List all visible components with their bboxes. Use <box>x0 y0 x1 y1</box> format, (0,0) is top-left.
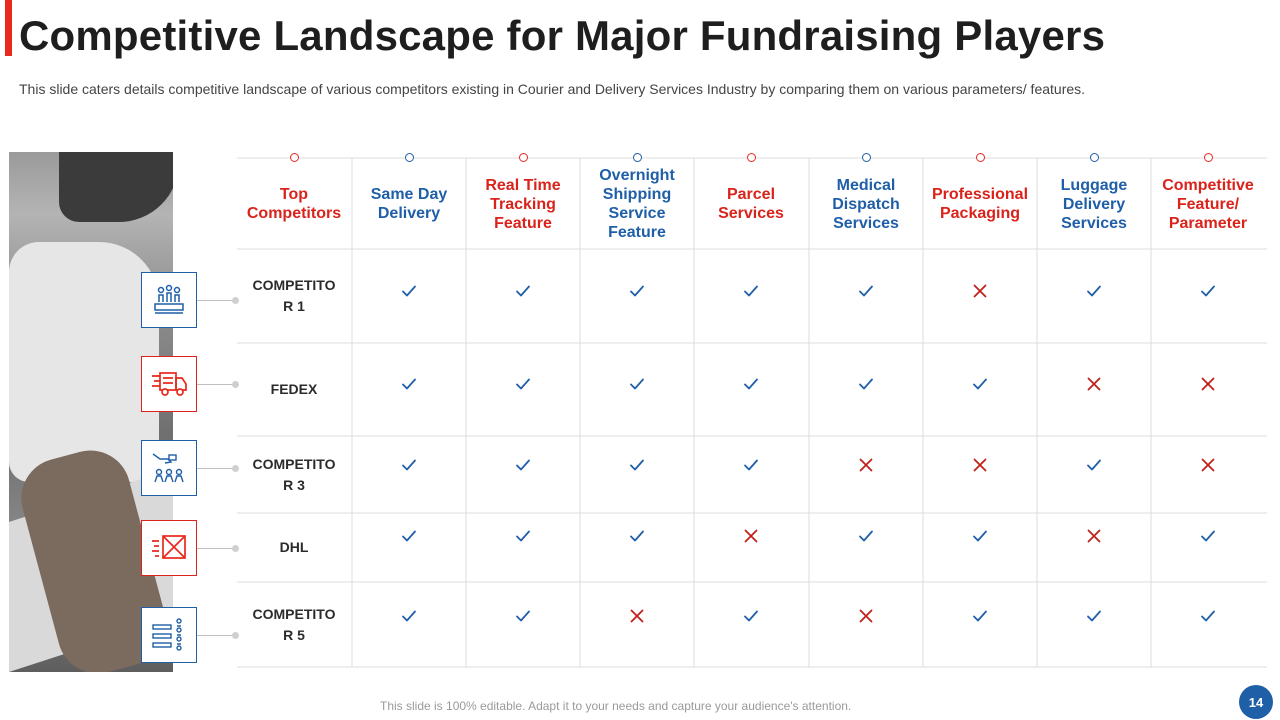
check-icon <box>1085 456 1103 474</box>
column-header: Professional Packaging <box>931 186 1029 222</box>
connector-line <box>197 300 237 301</box>
delivery-truck-icon <box>141 356 197 412</box>
row-label: FEDEX <box>237 343 351 436</box>
check-icon <box>742 375 760 393</box>
connector-dot <box>232 545 239 552</box>
row-label-text: COMPETITOR 1 <box>252 277 336 314</box>
cross-icon <box>742 527 760 545</box>
page-number: 14 <box>1239 685 1273 719</box>
title-accent-bar <box>5 0 12 56</box>
org-chart-icon <box>141 607 197 663</box>
check-icon <box>857 282 875 300</box>
header-dot <box>289 153 299 162</box>
check-icon <box>400 282 418 300</box>
column-header: Overnight Shipping Service Feature <box>599 167 675 241</box>
check-icon <box>971 527 989 545</box>
check-icon <box>628 375 646 393</box>
check-icon <box>1199 527 1217 545</box>
check-icon <box>628 456 646 474</box>
row-label: DHL <box>237 513 351 582</box>
check-icon <box>857 375 875 393</box>
connector-line <box>197 548 237 549</box>
check-icon <box>1199 607 1217 625</box>
row-label: COMPETITOR 3 <box>237 436 351 513</box>
check-icon <box>742 456 760 474</box>
cross-icon <box>971 456 989 474</box>
check-icon <box>400 375 418 393</box>
cross-icon <box>1085 527 1103 545</box>
row-label-text: COMPETITOR 3 <box>252 455 336 493</box>
column-header: Top Competitors <box>246 186 342 222</box>
header-dot <box>404 153 414 162</box>
row-label: COMPETITOR 1 <box>237 249 351 343</box>
header-dot <box>975 153 985 162</box>
check-icon <box>514 527 532 545</box>
check-icon <box>514 456 532 474</box>
cross-icon <box>857 607 875 625</box>
slide-subtitle: This slide caters details competitive la… <box>19 81 1086 97</box>
check-icon <box>742 607 760 625</box>
delivery-worker-photo <box>9 152 173 672</box>
check-icon <box>514 282 532 300</box>
column-header: Competitive Feature/ Parameter <box>1162 176 1254 232</box>
check-icon <box>1085 282 1103 300</box>
slide-title: Competitive Landscape for Major Fundrais… <box>19 12 1106 59</box>
column-header: Same Day Delivery <box>370 186 448 222</box>
footer-note: This slide is 100% editable. Adapt it to… <box>380 699 852 713</box>
column-header: Real Time Tracking Feature <box>485 176 561 232</box>
connector-line <box>197 468 237 469</box>
row-label-text: COMPETITOR 5 <box>252 605 336 643</box>
cross-icon <box>857 456 875 474</box>
cross-icon <box>1199 456 1217 474</box>
check-icon <box>857 527 875 545</box>
header-dot <box>746 153 756 162</box>
check-icon <box>628 527 646 545</box>
check-icon <box>742 282 760 300</box>
check-icon <box>400 527 418 545</box>
row-label: COMPETITOR 5 <box>237 582 351 667</box>
check-icon <box>971 375 989 393</box>
hand-money-team-icon <box>141 440 197 496</box>
header-dot <box>1089 153 1099 162</box>
check-icon <box>400 607 418 625</box>
connector-line <box>197 384 237 385</box>
check-icon <box>628 282 646 300</box>
cross-icon <box>1085 375 1103 393</box>
column-header: Medical Dispatch Services <box>832 176 900 232</box>
column-header: Luggage Delivery Services <box>1060 176 1128 232</box>
connector-dot <box>232 465 239 472</box>
fast-envelope-icon <box>141 520 197 576</box>
people-podium-icon <box>141 272 197 328</box>
row-label-text: DHL <box>279 539 309 555</box>
check-icon <box>971 607 989 625</box>
check-icon <box>514 607 532 625</box>
header-dot <box>861 153 871 162</box>
column-header: Parcel Services <box>718 186 784 222</box>
connector-dot <box>232 632 239 639</box>
check-icon <box>400 456 418 474</box>
connector-dot <box>232 381 239 388</box>
cross-icon <box>628 607 646 625</box>
header-dot <box>1203 153 1213 162</box>
connector-line <box>197 635 237 636</box>
header-dot <box>632 153 642 162</box>
cross-icon <box>971 282 989 300</box>
check-icon <box>1085 607 1103 625</box>
connector-dot <box>232 297 239 304</box>
cross-icon <box>1199 375 1217 393</box>
check-icon <box>514 375 532 393</box>
row-label-text: FEDEX <box>270 381 318 397</box>
header-dot <box>518 153 528 162</box>
check-icon <box>1199 282 1217 300</box>
